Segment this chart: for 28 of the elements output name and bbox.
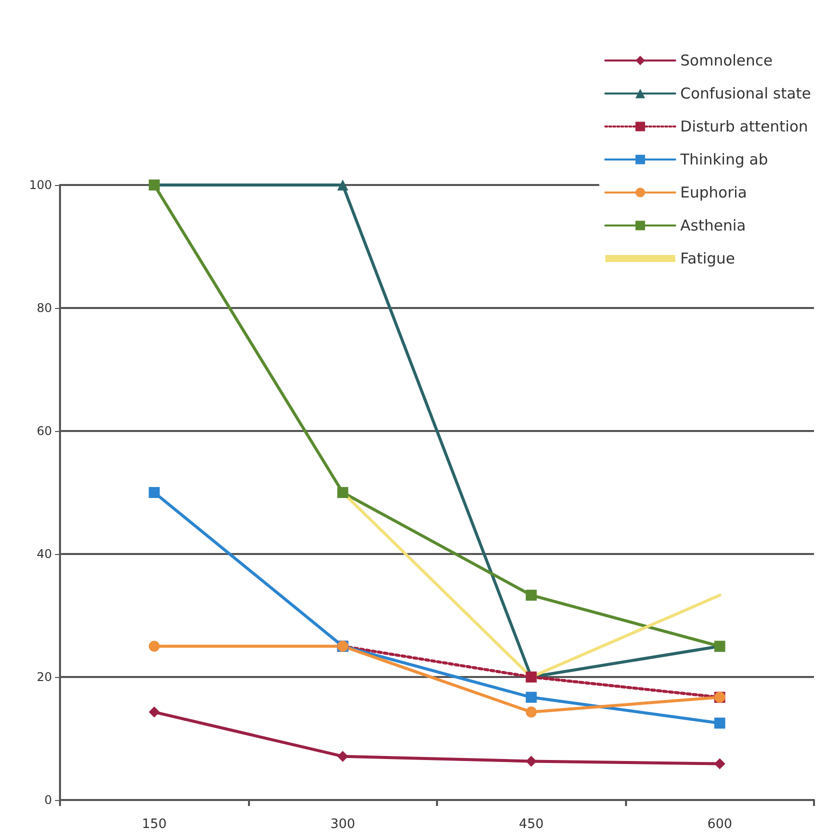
x-tick-label: 300 xyxy=(330,817,356,832)
y-tick-label: 60 xyxy=(36,424,52,438)
point xyxy=(526,692,537,703)
legend-label: Thinking ab xyxy=(679,150,768,168)
point xyxy=(148,706,160,718)
y-tick-label: 100 xyxy=(29,178,52,192)
point xyxy=(714,758,726,770)
y-tick-label: 40 xyxy=(36,547,52,561)
point xyxy=(526,590,537,601)
x-tick-label: 450 xyxy=(518,817,544,832)
point xyxy=(714,718,726,729)
point xyxy=(337,487,348,498)
y-tick-label: 80 xyxy=(36,301,52,315)
legend-label: Confusional state xyxy=(680,84,812,102)
legend-label: Asthenia xyxy=(680,216,746,234)
legend-label: Disturb attention xyxy=(680,118,808,136)
point xyxy=(337,750,348,762)
legend-label: Fatigue xyxy=(680,250,736,268)
legend-label: Euphoria xyxy=(680,184,747,202)
point xyxy=(148,640,160,652)
y-tick-label: 20 xyxy=(36,670,52,684)
point xyxy=(526,706,537,718)
x-tick-label: 150 xyxy=(142,817,167,832)
x-tick-label: 600 xyxy=(707,817,732,832)
point xyxy=(148,487,160,498)
legend-label: Somnolence xyxy=(680,52,773,70)
y-tick-label: 0 xyxy=(44,793,52,807)
point xyxy=(526,756,537,767)
